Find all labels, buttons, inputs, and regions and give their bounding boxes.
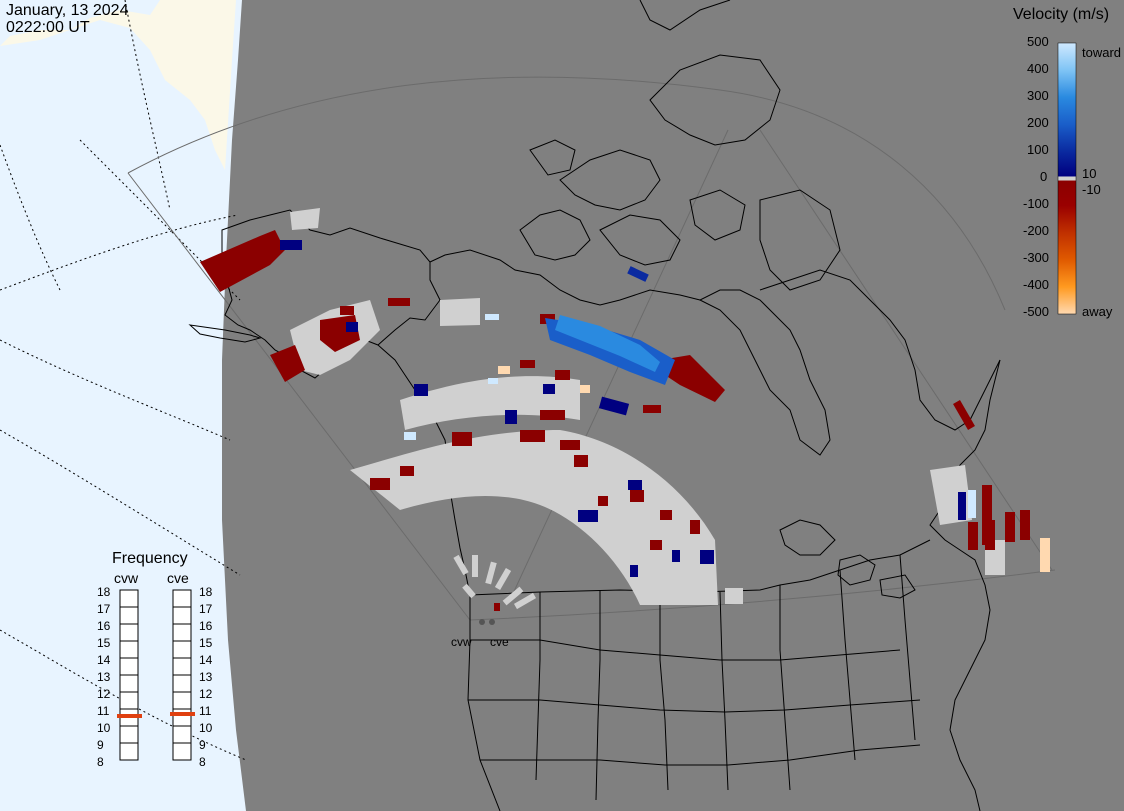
dayside-land xyxy=(0,0,236,170)
colorbar-tick: 500 xyxy=(1027,34,1049,49)
colorbar-tick: 400 xyxy=(1027,61,1049,76)
colorbar-tick: -200 xyxy=(1023,223,1050,238)
radar-label-cve: cve xyxy=(490,635,509,649)
frequency-scale-label-left: 17 xyxy=(97,602,111,616)
colorbar-threshold-positive: 10 xyxy=(1082,166,1097,181)
frequency-scale-label-left: 10 xyxy=(97,721,111,735)
cvw-frequency-marker xyxy=(117,714,142,718)
map-time: 0222:00 UT xyxy=(6,19,90,36)
cve-frequency-marker xyxy=(170,712,195,716)
frequency-scale-label-right: 15 xyxy=(199,636,213,650)
colorbar-tick: 300 xyxy=(1027,88,1049,103)
radar-label-cvw: cvw xyxy=(451,635,472,649)
frequency-scale-label-right: 8 xyxy=(199,755,206,769)
colorbar-tick: 200 xyxy=(1027,115,1049,130)
frequency-scale-label-left: 15 xyxy=(97,636,111,650)
frequency-scale-label-right: 11 xyxy=(199,704,212,718)
colorbar-tick: 0 xyxy=(1040,169,1048,184)
colorbar-tick: -400 xyxy=(1023,277,1050,292)
frequency-scale-label-right: 9 xyxy=(199,738,206,752)
frequency-radar-name-cve: cve xyxy=(167,570,189,586)
velocity-colorbar xyxy=(1057,42,1077,315)
colorbar-tick: 100 xyxy=(1027,142,1049,157)
colorbar-title: Velocity (m/s) xyxy=(1013,6,1110,23)
colorbar-away-label: away xyxy=(1082,304,1113,319)
cve-site-marker xyxy=(489,619,495,625)
frequency-scale-label-left: 18 xyxy=(97,585,111,599)
frequency-radar-name-cvw: cvw xyxy=(114,570,139,586)
frequency-scale-label-right: 10 xyxy=(199,721,213,735)
frequency-scale-label-left: 8 xyxy=(97,755,104,769)
frequency-panel xyxy=(119,589,192,761)
frequency-scale-label-right: 14 xyxy=(199,653,213,667)
colorbar-tick: -100 xyxy=(1023,196,1050,211)
map-date: January, 13 2024 xyxy=(6,2,129,19)
cvw-site-marker xyxy=(479,619,485,625)
colorbar-tick: -500 xyxy=(1023,304,1050,319)
frequency-scale-label-right: 12 xyxy=(199,687,213,701)
frequency-scale-label-left: 9 xyxy=(97,738,104,752)
frequency-scale-label-right: 18 xyxy=(199,585,213,599)
colorbar-toward-label: toward xyxy=(1082,45,1122,60)
frequency-scale-label-left: 14 xyxy=(97,653,111,667)
night-graticule xyxy=(127,76,1056,621)
velocity-cells-positive xyxy=(280,240,1050,577)
colorbar-tick: -300 xyxy=(1023,250,1050,265)
frequency-scale-label-left: 11 xyxy=(97,704,110,718)
frequency-scale-label-left: 13 xyxy=(97,670,111,684)
coastlines xyxy=(188,0,1001,811)
frequency-scale-label-right: 17 xyxy=(199,602,213,616)
frequency-scale-label-left: 12 xyxy=(97,687,111,701)
scatter-ground xyxy=(290,208,1005,605)
frequency-title: Frequency xyxy=(112,550,188,567)
frequency-scale-label-right: 13 xyxy=(199,670,213,684)
frequency-scale-label-right: 16 xyxy=(199,619,213,633)
colorbar-threshold-negative: -10 xyxy=(1082,182,1101,197)
frequency-scale-label-left: 16 xyxy=(97,619,111,633)
near-range-scatter xyxy=(453,554,537,610)
